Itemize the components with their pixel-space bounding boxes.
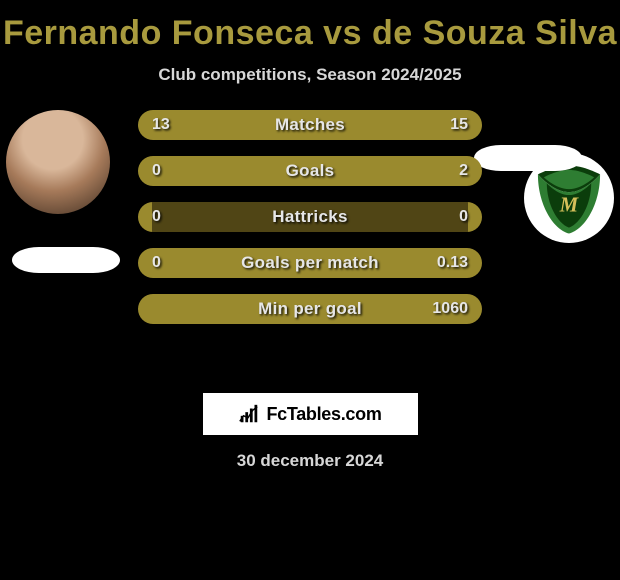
stat-label: Goals: [138, 156, 482, 186]
stat-row: 13Matches15: [138, 110, 482, 140]
subtitle: Club competitions, Season 2024/2025: [0, 65, 620, 85]
stat-value-right: 2: [459, 156, 468, 186]
page-title: Fernando Fonseca vs de Souza Silva: [0, 0, 620, 53]
team-pill-left: [12, 247, 120, 273]
comparison-panel: M 13Matches150Goals20Hattricks00Goals pe…: [0, 115, 620, 375]
stat-label: Min per goal: [138, 294, 482, 324]
chart-icon: [238, 403, 260, 425]
stat-label: Goals per match: [138, 248, 482, 278]
club-logo-icon: M: [532, 161, 606, 235]
avatar-left: [6, 110, 110, 214]
stat-value-right: 0: [459, 202, 468, 232]
player-left: [6, 110, 110, 214]
stat-row: 0Goals2: [138, 156, 482, 186]
date-text: 30 december 2024: [0, 451, 620, 471]
player-right: M: [524, 153, 614, 243]
stat-label: Hattricks: [138, 202, 482, 232]
brand-text: FcTables.com: [266, 404, 381, 425]
stat-row: 0Hattricks0: [138, 202, 482, 232]
svg-text:M: M: [559, 194, 579, 216]
stat-value-right: 1060: [432, 294, 468, 324]
stat-row: 0Goals per match0.13: [138, 248, 482, 278]
stat-value-right: 0.13: [437, 248, 468, 278]
stat-value-right: 15: [450, 110, 468, 140]
stats-bars: 13Matches150Goals20Hattricks00Goals per …: [138, 110, 482, 340]
brand-box: FcTables.com: [203, 393, 418, 435]
team-pill-right: [474, 145, 582, 171]
stat-label: Matches: [138, 110, 482, 140]
stat-row: Min per goal1060: [138, 294, 482, 324]
